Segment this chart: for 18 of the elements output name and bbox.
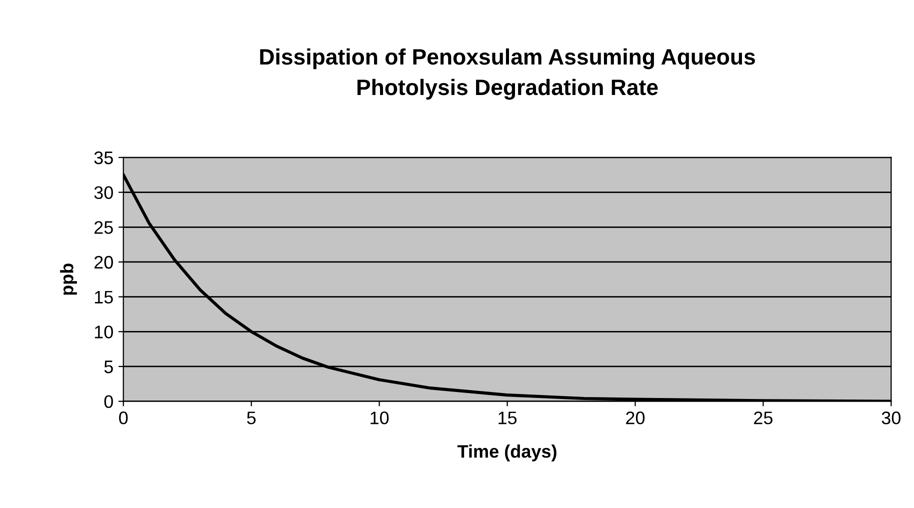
y-tick-label: 5 [104, 360, 113, 374]
x-tick-label: 30 [882, 412, 900, 424]
chart-title: Dissipation of Penoxsulam Assuming Aqueous Photolysis Degradation Rate [260, 48, 755, 100]
y-tick-label: 30 [94, 186, 113, 200]
y-axis-title: ppb [60, 264, 77, 295]
x-tick-label: 5 [247, 412, 256, 424]
x-axis-title: Time (days) [457, 444, 556, 462]
y-tick-label: 25 [94, 221, 113, 234]
x-tick-label: 20 [626, 412, 645, 424]
y-tick-label: 0 [104, 395, 113, 408]
y-tick-label: 10 [94, 326, 113, 338]
x-tick-label: 10 [370, 412, 389, 424]
y-tick-label: 20 [94, 256, 113, 269]
y-tick-label: 15 [94, 290, 113, 304]
x-tick-label: 0 [119, 412, 128, 424]
y-tick-label: 35 [94, 151, 113, 164]
x-tick-label: 25 [754, 412, 772, 424]
x-tick-label: 15 [498, 412, 517, 424]
